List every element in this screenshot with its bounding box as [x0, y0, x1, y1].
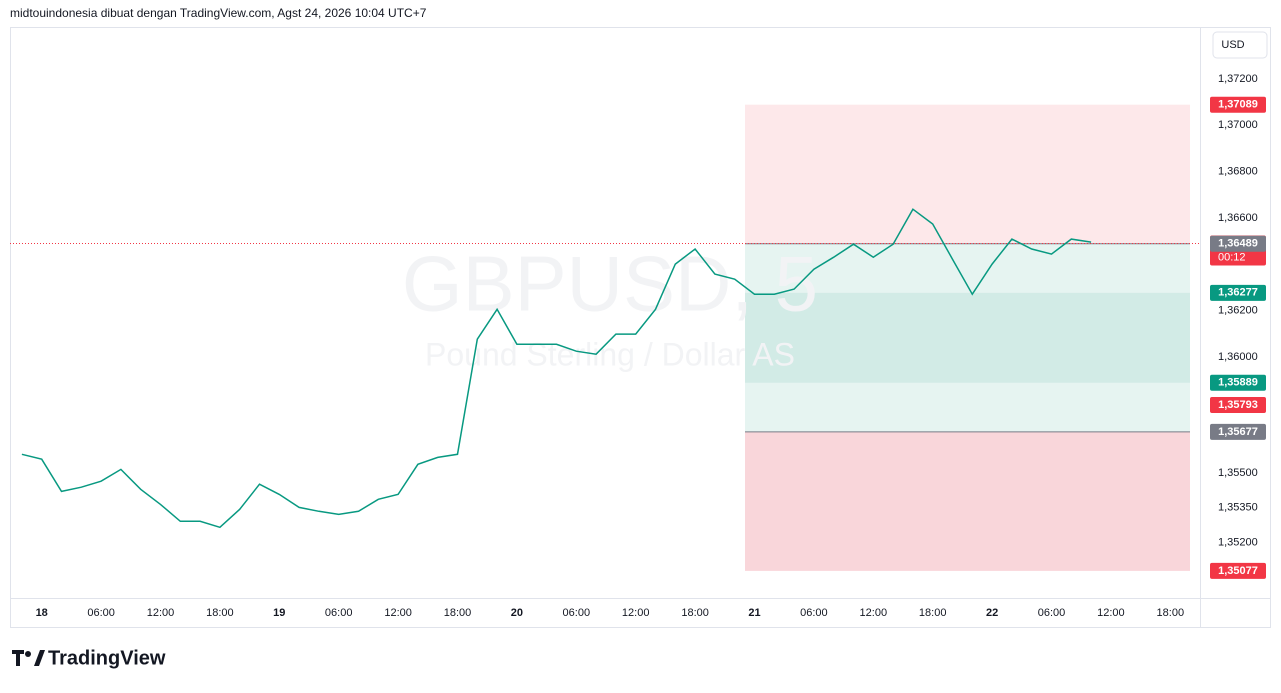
price-label: 1,36277: [1218, 287, 1258, 299]
price-label-box: [1210, 562, 1266, 579]
x-tick-label: 06:00: [800, 607, 828, 619]
target-zone: [745, 104, 1190, 244]
x-tick-label: 20: [511, 607, 523, 619]
x-tick-label: 06:00: [87, 607, 115, 619]
x-tick-label: 12:00: [147, 607, 175, 619]
x-tick-label: 06:00: [563, 607, 591, 619]
chart-frame: [10, 27, 1271, 628]
x-tick-label: 06:00: [325, 607, 353, 619]
x-tick-label: 18:00: [1157, 607, 1185, 619]
y-tick-label: 1,35350: [1218, 502, 1258, 514]
x-tick-label: 12:00: [1097, 607, 1125, 619]
price-label: 1,37089: [1218, 99, 1258, 111]
y-tick-label: 1,37000: [1218, 119, 1258, 131]
y-tick-label: 1,36600: [1218, 212, 1258, 224]
y-tick-label: 1,36000: [1218, 351, 1258, 363]
currency-label[interactable]: USD: [1221, 39, 1244, 51]
price-label-box: [1210, 423, 1266, 440]
price-label: 1,36489: [1218, 238, 1258, 250]
header: midtouindonesia dibuat dengan TradingVie…: [10, 6, 427, 20]
logo-text: TradingView: [48, 647, 166, 669]
y-tick-label: 1,36200: [1218, 305, 1258, 317]
x-tick-label: 18: [36, 607, 48, 619]
x-tick-label: 19: [273, 607, 285, 619]
price-label-box: [1210, 396, 1266, 413]
x-tick-label: 06:00: [1038, 607, 1066, 619]
y-tick-label: 1,36800: [1218, 166, 1258, 178]
price-label-box: [1210, 374, 1266, 391]
countdown: 00:12: [1218, 251, 1246, 263]
y-tick-label: 1,37200: [1218, 73, 1258, 85]
x-tick-label: 12:00: [860, 607, 888, 619]
watermark-symbol: GBPUSD, 5: [402, 240, 818, 328]
price-label-box: [1210, 284, 1266, 301]
price-line: [21, 208, 1092, 529]
stop-zone: [745, 431, 1190, 571]
x-tick-label: 22: [986, 607, 998, 619]
price-label: 1,35793: [1218, 399, 1258, 411]
x-tick-label: 21: [748, 607, 760, 619]
price-label: 1,35677: [1218, 426, 1258, 438]
x-tick-label: 18:00: [681, 607, 709, 619]
price-label: 1,35077: [1218, 565, 1258, 577]
x-tick-label: 18:00: [206, 607, 234, 619]
inner-zone: [745, 292, 1190, 383]
x-tick-label: 12:00: [622, 607, 650, 619]
watermark-name: Pound Sterling / Dollar AS: [425, 336, 795, 372]
logo-icon: [12, 650, 45, 666]
y-tick-label: 1,35200: [1218, 536, 1258, 548]
x-tick-label: 12:00: [384, 607, 412, 619]
x-tick-label: 18:00: [919, 607, 947, 619]
y-tick-label: 1,35500: [1218, 467, 1258, 479]
price-label: 1,35889: [1218, 377, 1258, 389]
x-tick-label: 18:00: [444, 607, 472, 619]
price-label-box: [1210, 235, 1266, 252]
currency-button[interactable]: [1212, 31, 1268, 59]
price-label-box: [1210, 96, 1266, 113]
